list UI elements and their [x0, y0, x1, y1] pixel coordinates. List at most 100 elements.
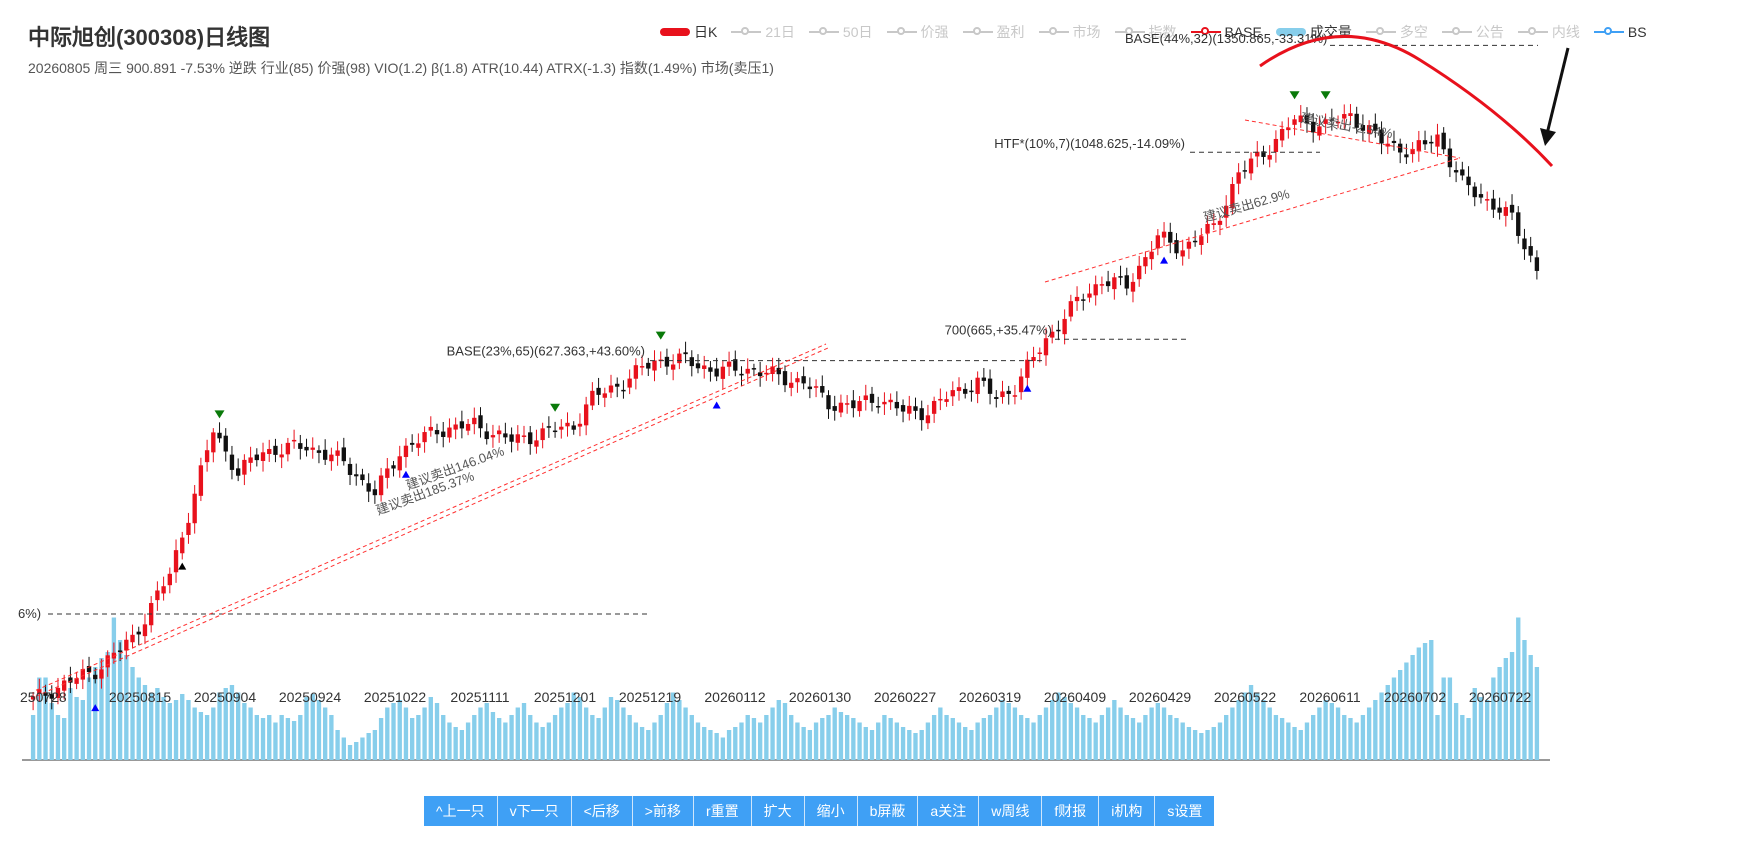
volume-bar [1168, 715, 1173, 760]
candle-body [434, 430, 440, 435]
follow-button[interactable]: a关注 [918, 796, 980, 826]
candle-body [1298, 115, 1303, 123]
candle-body [1168, 231, 1173, 243]
volume-bar [428, 697, 433, 760]
legend-item-6[interactable]: 指数 [1114, 22, 1177, 42]
candle-body [1161, 231, 1167, 238]
candle-body [428, 426, 433, 431]
legend-item-4[interactable]: 盈利 [962, 22, 1025, 42]
top-marker-icon [214, 410, 225, 419]
candle-body [1248, 158, 1254, 174]
legend-label: 日K [694, 24, 718, 40]
x-tick-label: 250728 [20, 689, 67, 705]
shrink-button[interactable]: 缩小 [804, 796, 858, 826]
volume-bar [335, 730, 340, 760]
volume-bar [1074, 707, 1080, 760]
legend-item-5[interactable]: 市场 [1038, 22, 1101, 42]
volume-bar [1180, 722, 1185, 760]
volume-bar [1211, 727, 1216, 760]
candle-body [254, 454, 259, 461]
candle-body [789, 382, 794, 388]
volume-bar [1018, 715, 1024, 760]
candle-body [1068, 301, 1074, 317]
volume-bar [341, 737, 346, 760]
legend-item-7[interactable]: BASE [1190, 24, 1262, 40]
volume-bar [1416, 647, 1422, 760]
volume-bar [1404, 662, 1409, 760]
candle-body [956, 387, 962, 391]
candle-body [68, 677, 73, 683]
volume-bar [801, 727, 806, 760]
candle-body [235, 468, 241, 476]
candle-body [490, 435, 496, 438]
settings-button[interactable]: s设置 [1155, 796, 1215, 826]
volume-bar [1236, 700, 1241, 760]
volume-bar [248, 707, 253, 760]
volume-bar [273, 722, 278, 760]
legend-item-0[interactable]: 日K [660, 22, 717, 42]
volume-bar [1379, 692, 1384, 760]
candle-body [907, 405, 912, 414]
x-tick-label: 20251201 [534, 689, 597, 705]
volume-bar [770, 707, 775, 760]
reset-button[interactable]: r重置 [693, 796, 752, 826]
candle-body [1031, 357, 1036, 361]
candle-body [1497, 207, 1502, 213]
candle-body [919, 408, 924, 421]
legend-item-12[interactable]: BS [1593, 24, 1647, 40]
volume-bar [1466, 718, 1471, 760]
legend-swatch-icon [886, 27, 917, 35]
candle-body [447, 427, 452, 438]
candle-body [944, 399, 949, 402]
candle-body [509, 434, 514, 442]
candle-body [633, 365, 639, 379]
legend-label: 多空 [1399, 24, 1428, 40]
volume-bar [1534, 667, 1540, 760]
candle-body [621, 389, 626, 392]
candle-body [310, 447, 315, 450]
top-marker-icon [1320, 91, 1331, 100]
candlestick-chart[interactable]: BASE(23%,65)(627.363,+43.60%) 700(665,+35… [0, 0, 1742, 790]
volume-bar [1012, 707, 1018, 760]
shift-back-button[interactable]: <后移 [571, 796, 633, 826]
volume-bar [615, 700, 620, 760]
legend-label: 内线 [1551, 24, 1580, 40]
candle-body [385, 468, 390, 478]
legend-item-11[interactable]: 内线 [1517, 22, 1580, 42]
prev-stock-button[interactable]: ^上一只 [424, 796, 498, 826]
legend-item-2[interactable]: 50日 [808, 22, 873, 42]
volume-bar [93, 667, 98, 760]
block-button[interactable]: b屏蔽 [857, 796, 919, 826]
legend-item-1[interactable]: 21日 [731, 22, 795, 42]
legend-item-10[interactable]: 公告 [1441, 22, 1504, 42]
legend-item-9[interactable]: 多空 [1365, 22, 1428, 42]
financials-button[interactable]: f财报 [1042, 796, 1100, 826]
weekly-button[interactable]: w周线 [979, 796, 1043, 826]
volume-bar [1087, 718, 1092, 760]
next-stock-button[interactable]: v下一只 [497, 796, 572, 826]
volume-bar [528, 715, 533, 760]
volume-bar [55, 715, 61, 760]
volume-bar [186, 700, 191, 760]
sell-line-3 [1044, 157, 1461, 283]
candle-body [776, 367, 781, 375]
volume-bar [919, 730, 924, 760]
volume-bar [596, 718, 601, 760]
volume-bar [894, 722, 900, 760]
expand-button[interactable]: 扩大 [751, 796, 805, 826]
volume-bar [552, 715, 558, 760]
candle-body [1478, 194, 1484, 198]
institutions-button[interactable]: i机构 [1099, 796, 1156, 826]
candle-body [987, 378, 993, 394]
volume-bar [1286, 722, 1291, 760]
legend-item-3[interactable]: 价强 [886, 22, 949, 42]
candle-body [863, 395, 868, 401]
volume-bar [1317, 707, 1322, 760]
volume-bar [1105, 707, 1111, 760]
shift-forward-button[interactable]: >前移 [632, 796, 694, 826]
volume-bar [279, 715, 284, 760]
volume-bar [925, 722, 931, 760]
candle-body [55, 687, 61, 698]
volume-bar [496, 718, 502, 760]
candle-body [1124, 275, 1129, 289]
